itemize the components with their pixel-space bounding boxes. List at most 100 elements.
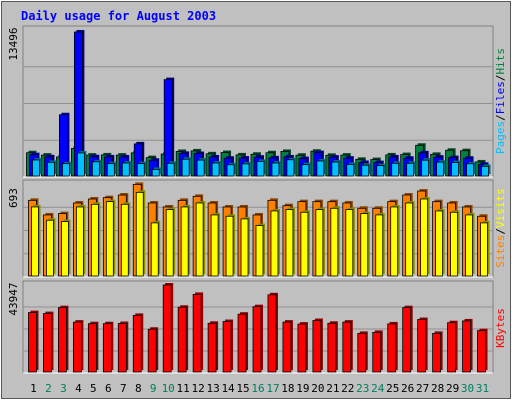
bar-visits [75,206,84,277]
x-tick-label: 29 [446,382,459,395]
bar-kbytes [28,312,37,373]
bar-pages [76,152,85,177]
bar-pages [32,159,40,177]
bar-kbytes [147,328,157,373]
bar-pages [466,163,474,177]
chart-labels: 1349669343947Pages/Files/HitsSites/Visit… [7,27,507,395]
bar-kbytes [192,293,202,373]
bar-kbytes [297,323,307,373]
bar-pages [106,163,115,177]
bar-visits [465,214,473,277]
bar-pages [211,162,220,177]
bar-pages [136,163,145,177]
x-tick-label: 12 [192,382,205,395]
panel-top [22,25,494,178]
panel-bottom [22,280,494,374]
bar-kbytes [267,294,277,373]
bar-kbytes [102,323,112,373]
bar-visits [330,207,339,277]
bar-kbytes [252,306,262,373]
bar-kbytes [282,321,292,373]
x-tick-label: 1 [30,382,37,395]
legend-middle: Sites/Visits [494,188,507,268]
bar-visits [285,209,294,277]
x-tick-label: 23 [356,382,369,395]
x-tick-label: 3 [60,382,67,395]
series-visits [31,190,490,277]
plot-area-top [22,25,494,178]
x-tick-label: 25 [386,382,399,395]
bar-pages [406,162,415,177]
bar-visits [135,191,144,277]
x-tick-label: 27 [416,382,429,395]
x-tick-label: 18 [281,382,294,395]
bar-kbytes [58,307,67,373]
legend-top-item: Files [494,81,507,114]
bar-visits [195,202,204,277]
bar-kbytes [342,321,352,373]
x-tick-label: 9 [150,382,157,395]
bar-pages [301,164,310,177]
bar-kbytes [432,332,442,373]
legend-top-item: / [494,75,507,82]
bar-kbytes [327,322,337,373]
bar-visits [375,214,384,277]
bar-pages [271,162,280,177]
x-tick-label: 22 [341,382,354,395]
bar-visits [31,206,39,277]
bar-kbytes [372,332,382,373]
bar-kbytes [417,319,427,373]
bar-visits [165,209,174,277]
bar-pages [121,162,130,177]
bar-visits [61,221,69,277]
bar-kbytes [357,332,367,373]
bar-pages [286,159,295,177]
bar-kbytes [162,284,172,373]
bar-kbytes [207,322,217,373]
legend-bottom-item: KBytes [494,308,507,348]
x-tick-label: 17 [266,382,279,395]
bar-visits [450,211,458,277]
bar-visits [390,206,399,277]
ymax-label-middle: 693 [7,188,20,208]
bar-visits [210,214,219,277]
bar-kbytes [117,323,127,373]
bar-pages [241,163,250,177]
x-tick-label: 5 [90,382,97,395]
bar-kbytes [177,306,187,373]
bar-pages [256,160,265,177]
bar-visits [480,222,488,277]
bar-kbytes [312,320,322,373]
bar-kbytes [447,322,456,373]
x-tick-label: 13 [206,382,219,395]
bar-visits [150,222,159,277]
bar-pages [391,162,400,177]
legend-top-item: / [494,114,507,121]
x-tick-label: 31 [476,382,489,395]
x-tick-label: 6 [105,382,112,395]
legend-middle-item: Sites [494,235,507,268]
ymax-label-top: 13496 [7,27,20,60]
bar-visits [405,202,414,277]
bar-pages [361,164,370,177]
bar-visits [105,201,114,277]
series-pages [32,150,491,177]
legend-top-item: Pages [494,121,507,154]
bar-pages [331,161,340,177]
bar-kbytes [237,313,247,373]
bar-kbytes [477,330,486,373]
legend-middle-item: / [494,228,507,235]
bar-pages [226,164,235,177]
bar-visits [180,206,189,277]
bar-kbytes [387,323,397,373]
bar-visits [225,215,234,277]
bar-pages [316,160,325,177]
bar-visits [90,203,99,277]
bar-visits [46,219,54,277]
bar-visits [300,211,309,277]
bar-kbytes [222,321,232,373]
bar-visits [120,203,129,277]
x-tick-label: 2 [45,382,52,395]
